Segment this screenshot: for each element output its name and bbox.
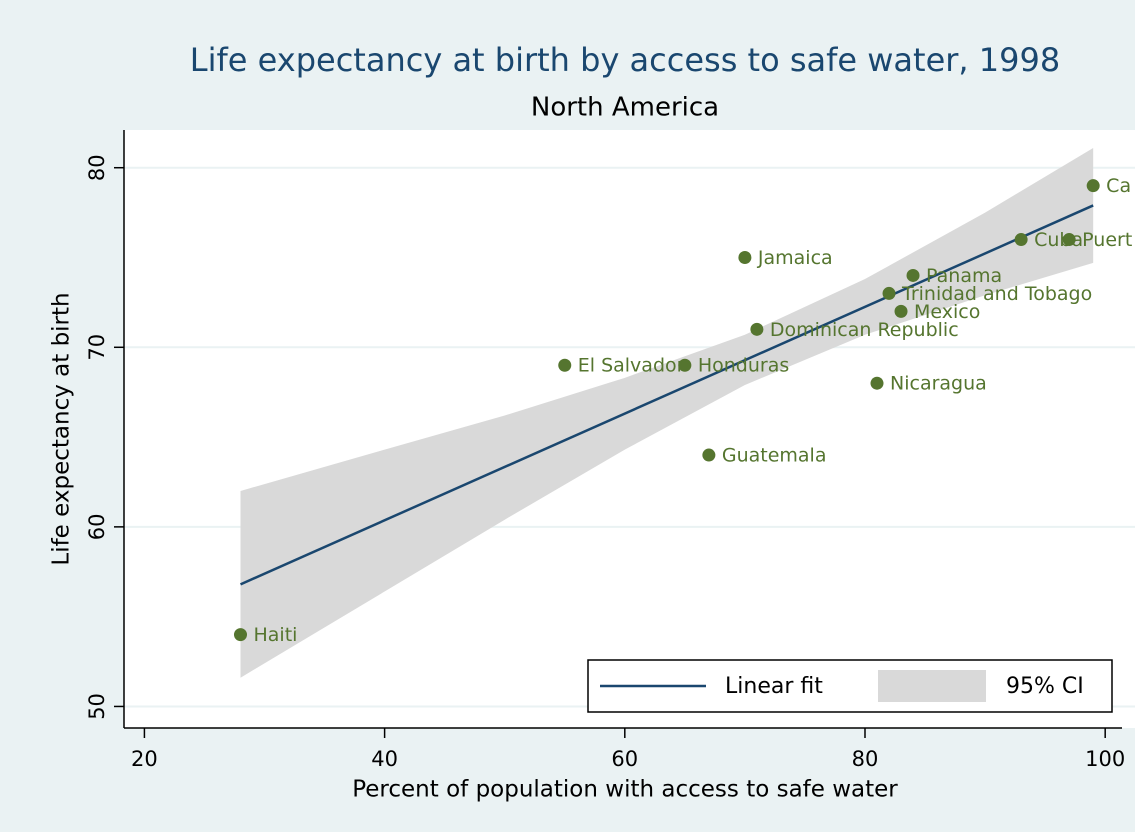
point-label: Jamaica (757, 247, 833, 269)
y-tick-label: 50 (85, 693, 109, 720)
x-tick-label: 20 (131, 747, 158, 771)
point (750, 322, 764, 336)
legend: Linear fit 95% CI (587, 659, 1113, 713)
point (882, 286, 896, 300)
legend-label: Linear fit (725, 674, 823, 699)
point-label: Haiti (253, 624, 297, 646)
y-tick-label: 60 (85, 514, 109, 541)
legend-swatch (878, 670, 986, 702)
point-label: Nicaragua (890, 373, 987, 395)
point-label: Panama (926, 265, 1002, 287)
point-label: Dominican Republic (770, 319, 959, 341)
point-label: Trinidad and Tobago (901, 283, 1092, 305)
point-label: Mexico (914, 301, 980, 323)
y-tick-label: 70 (85, 334, 109, 361)
layers: Haiti El Salvador Honduras Jamaica Dominican… (233, 147, 1132, 678)
point (558, 358, 572, 372)
x-tick-label: 80 (852, 747, 879, 771)
point-label: Ca (1106, 175, 1131, 197)
chart-title: Life expectancy at birth by access to sa… (190, 41, 1060, 79)
point-label: Puert (1082, 229, 1132, 251)
point (678, 358, 692, 372)
x-tick-label: 100 (1085, 747, 1125, 771)
point (906, 268, 920, 282)
point (702, 448, 716, 462)
fit-line (239, 204, 1094, 586)
point (738, 251, 752, 265)
x-tick-label: 40 (371, 747, 398, 771)
point-label: El Salvador (578, 355, 685, 377)
y-axis-label: Life expectancy at birth (49, 292, 75, 565)
point (1062, 233, 1076, 247)
point (894, 304, 908, 318)
x-tick-label: 60 (611, 747, 638, 771)
point (1086, 179, 1100, 193)
point-label: Guatemala (722, 445, 827, 467)
point (1014, 233, 1028, 247)
point (870, 376, 884, 390)
point-label: Honduras (698, 355, 789, 377)
chart-subtitle: North America (531, 93, 719, 123)
x-axis-label: Percent of population with access to saf… (352, 777, 898, 803)
point-label: Cuba (1034, 229, 1083, 251)
legend-label: 95% CI (1006, 674, 1084, 699)
y-tick-label: 80 (85, 154, 109, 181)
point (233, 628, 247, 642)
ci-band (240, 147, 1094, 678)
